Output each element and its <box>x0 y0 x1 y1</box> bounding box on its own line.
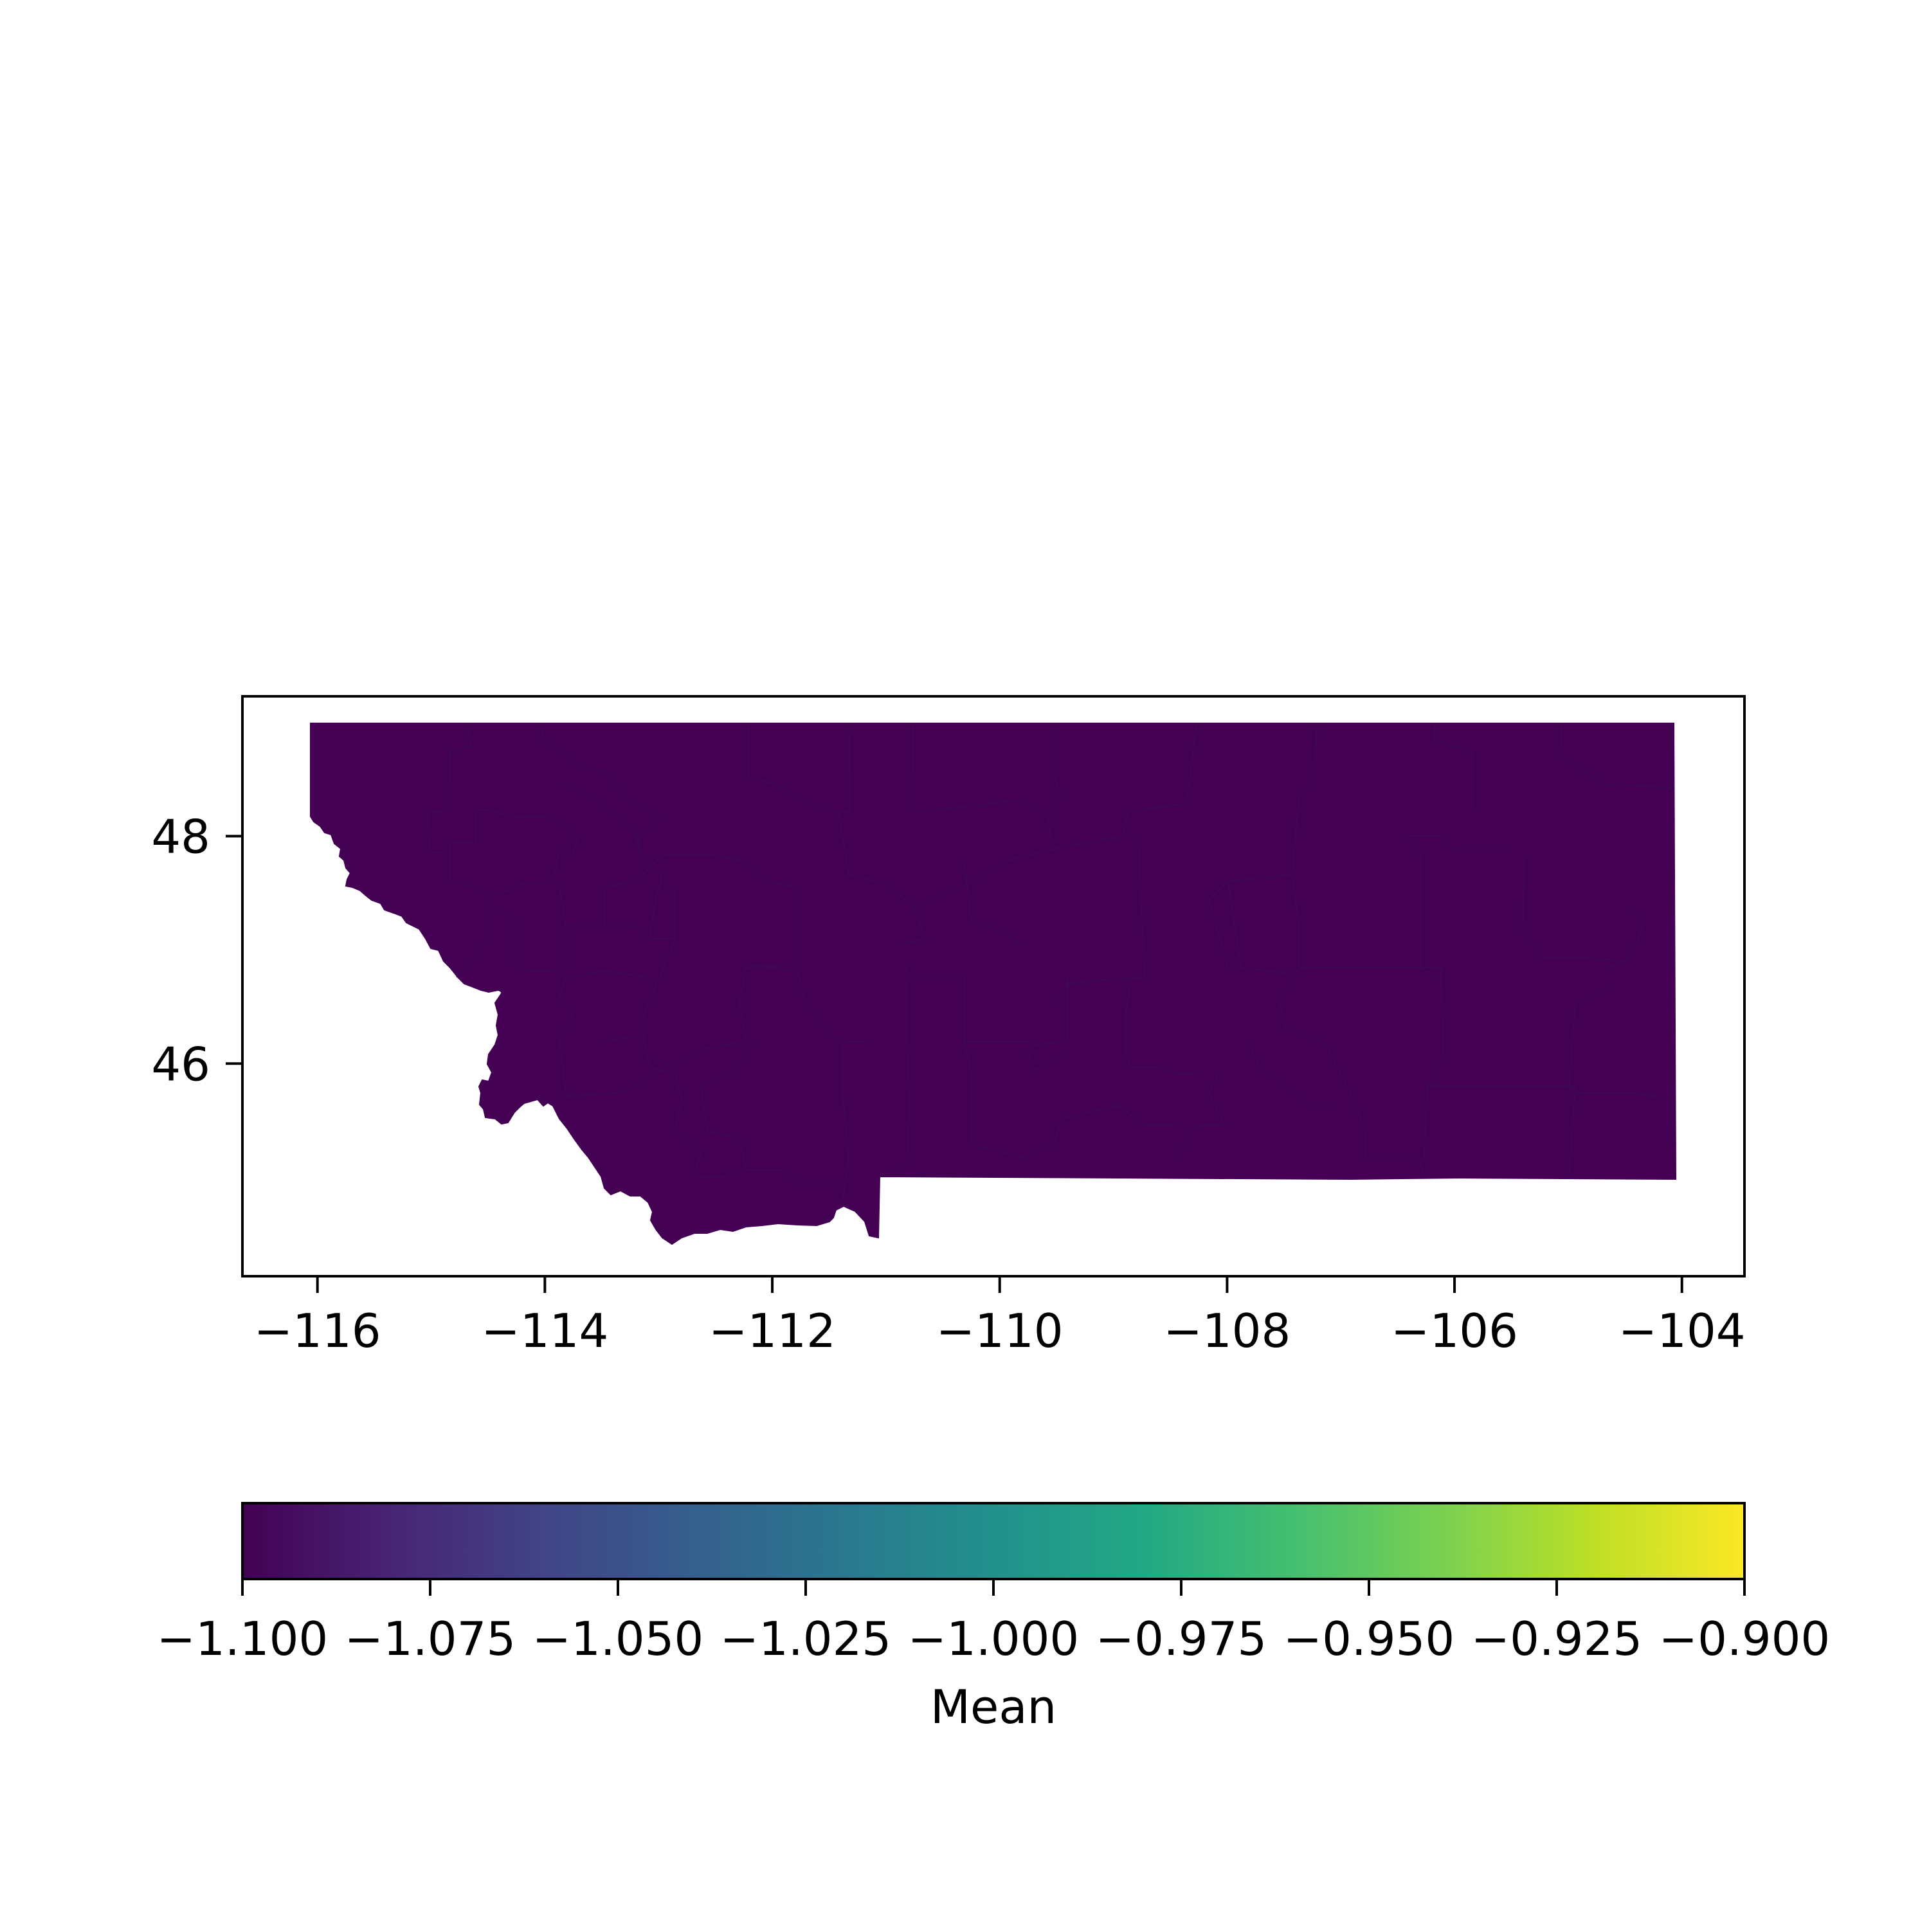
x-tick-label: −112 <box>709 1304 836 1358</box>
montana-region <box>310 723 1677 1245</box>
colorbar-tick-label: −0.925 <box>1471 1612 1642 1666</box>
colorbar-ticks: −1.100 −1.075 −1.050 −1.025 −1.000 −0.975 −0.9… <box>157 1579 1830 1666</box>
colorbar-tick-label: −1.025 <box>720 1612 891 1666</box>
colorbar-tick-label: −0.900 <box>1659 1612 1830 1666</box>
colorbar-tick-label: −1.075 <box>345 1612 516 1666</box>
map-axes-frame <box>241 695 1746 1277</box>
x-tick-label: −116 <box>254 1304 381 1358</box>
x-tick-label: −106 <box>1391 1304 1518 1358</box>
x-tick-label: −104 <box>1618 1304 1746 1358</box>
colorbar-tick-label: −0.950 <box>1283 1612 1454 1666</box>
colorbar <box>241 1502 1746 1580</box>
county-borders <box>426 723 1676 1203</box>
colorbar-tick-label: −1.000 <box>908 1612 1079 1666</box>
colorbar-tick-label: −0.975 <box>1096 1612 1267 1666</box>
y-tick-label: 48 <box>151 810 210 864</box>
colorbar-label: Mean <box>930 1680 1056 1734</box>
x-tick-label: −110 <box>936 1304 1064 1358</box>
colorbar-tick-label: −1.100 <box>157 1612 328 1666</box>
y-axis: 46 48 <box>151 810 242 1091</box>
colorbar-tick-label: −1.050 <box>532 1612 703 1666</box>
x-axis: −116 −114 −112 −110 −108 −106 −104 <box>254 1276 1746 1358</box>
x-tick-label: −114 <box>482 1304 609 1358</box>
y-tick-label: 46 <box>151 1037 210 1091</box>
x-tick-label: −108 <box>1164 1304 1291 1358</box>
